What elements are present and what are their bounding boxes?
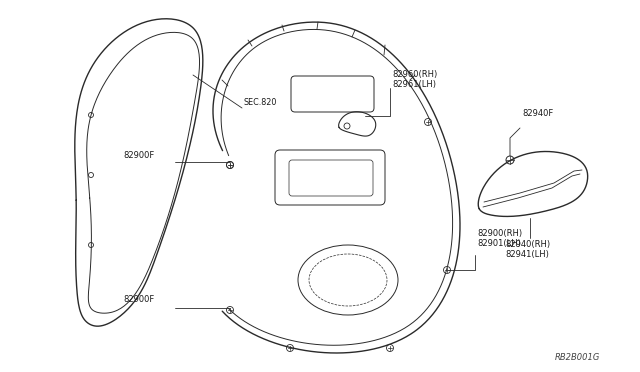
Text: 82900F: 82900F bbox=[124, 295, 155, 305]
Text: SEC.820: SEC.820 bbox=[244, 97, 277, 106]
Ellipse shape bbox=[309, 254, 387, 306]
FancyBboxPatch shape bbox=[275, 150, 385, 205]
Text: 82940F: 82940F bbox=[522, 109, 553, 118]
Text: RB2B001G: RB2B001G bbox=[555, 353, 600, 362]
FancyBboxPatch shape bbox=[291, 76, 374, 112]
Ellipse shape bbox=[298, 245, 398, 315]
Text: 82900(RH)
82901(LH): 82900(RH) 82901(LH) bbox=[477, 229, 522, 248]
Text: 82940(RH)
82941(LH): 82940(RH) 82941(LH) bbox=[505, 240, 550, 259]
Text: 82960(RH)
82961(LH): 82960(RH) 82961(LH) bbox=[392, 70, 437, 89]
FancyBboxPatch shape bbox=[289, 160, 373, 196]
Text: 82900F: 82900F bbox=[124, 151, 155, 160]
